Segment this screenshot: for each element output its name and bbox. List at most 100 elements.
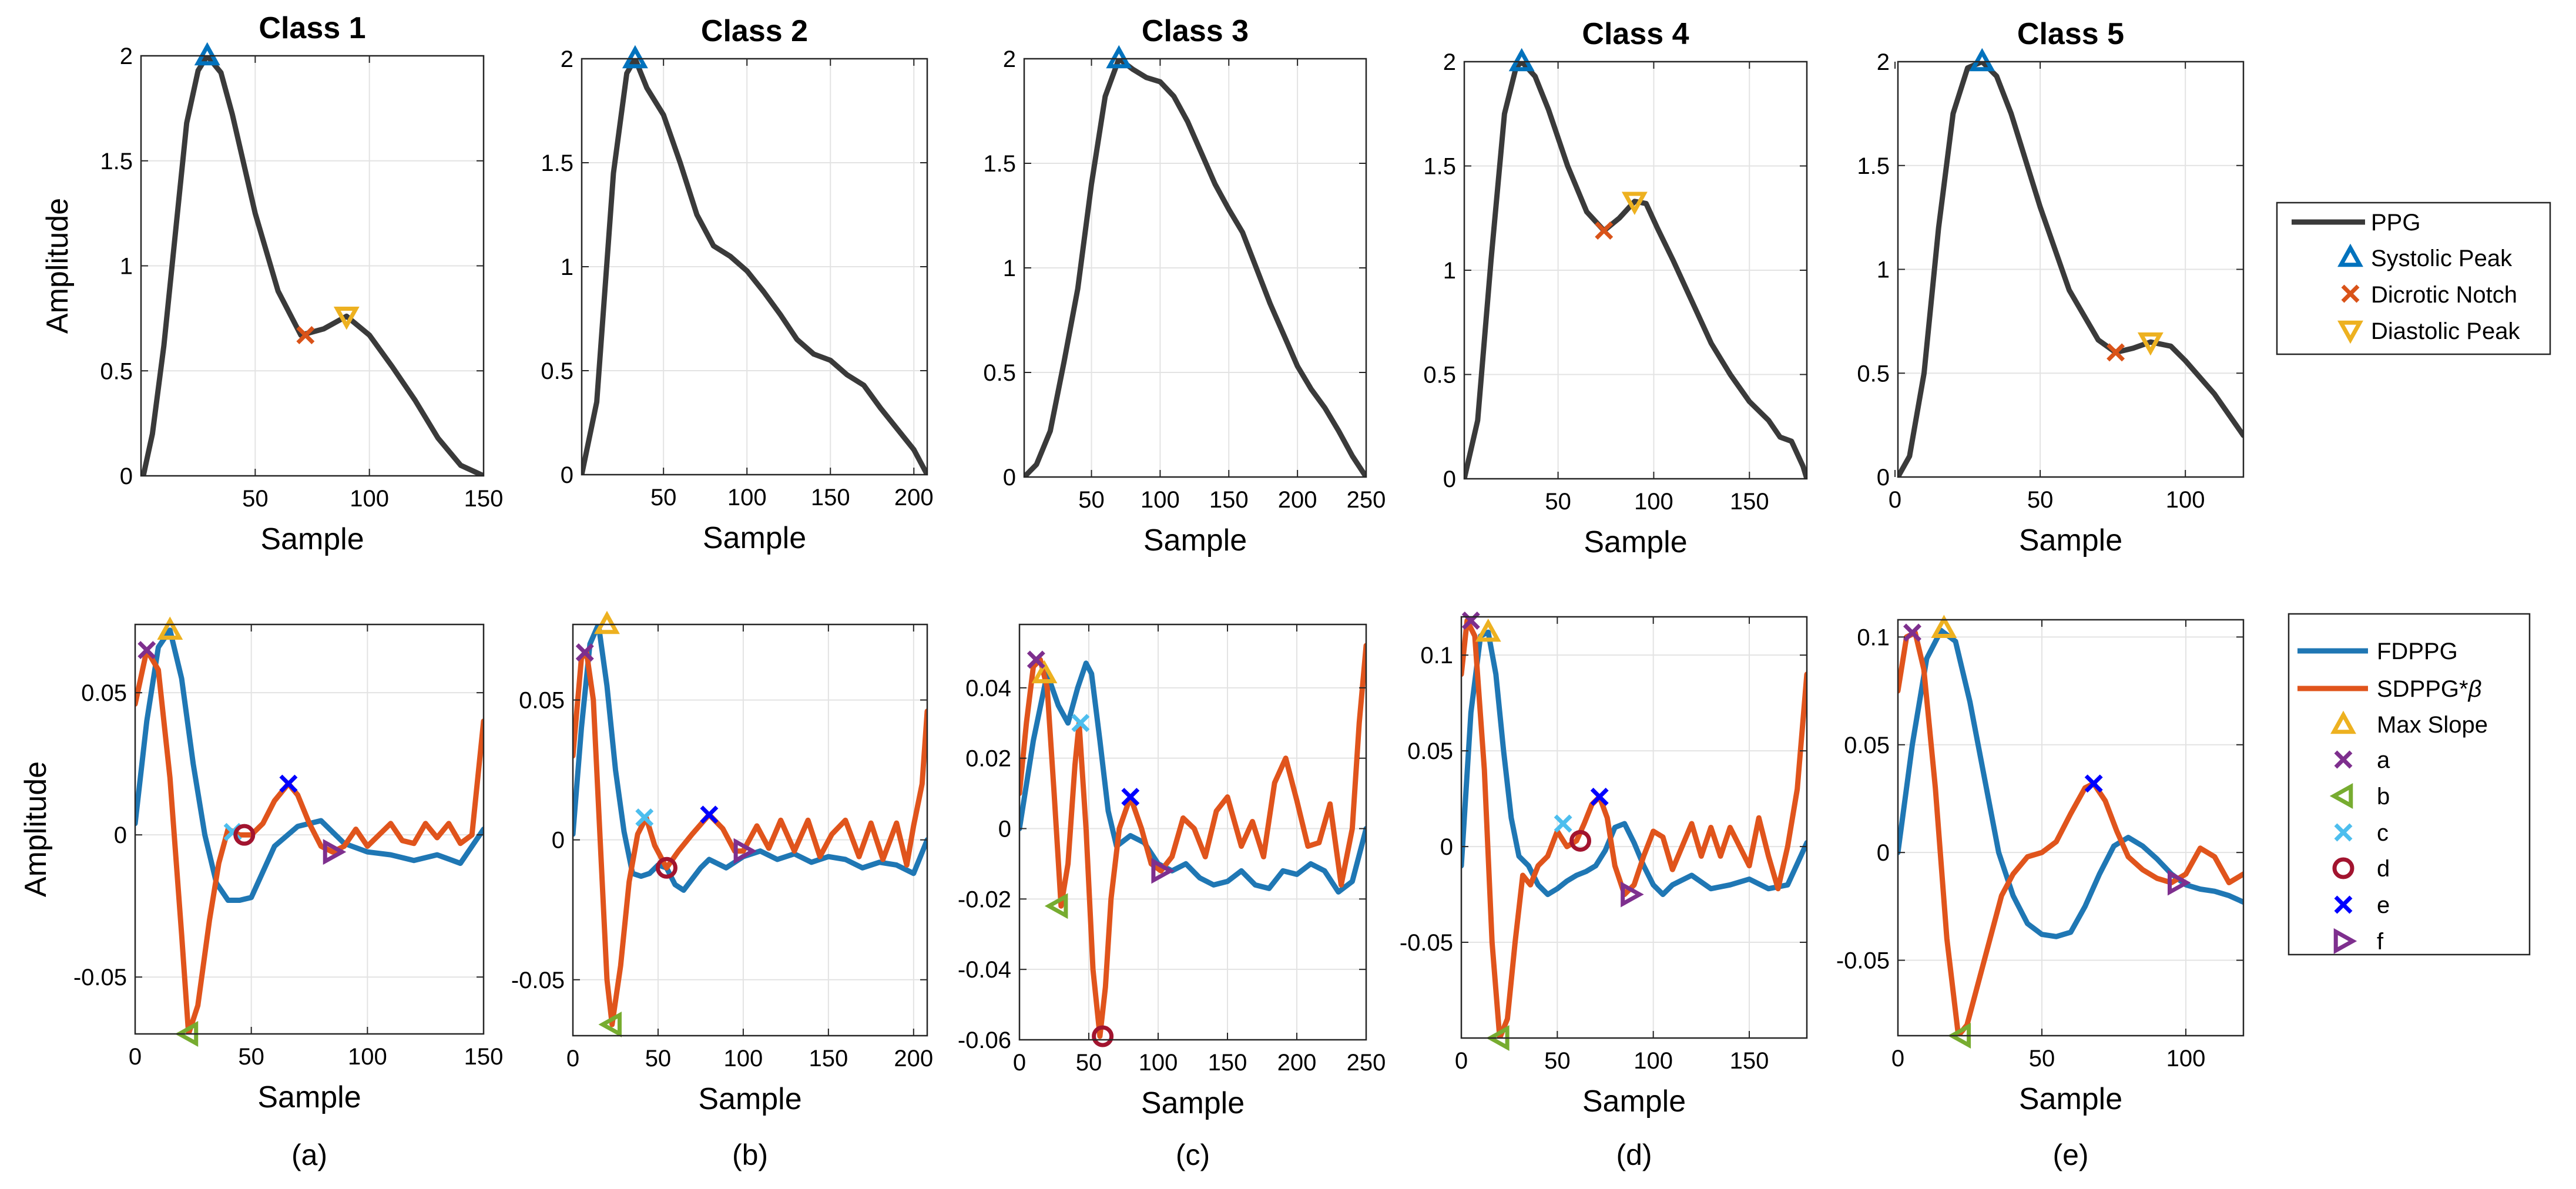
- y-tick-label: 1: [1443, 258, 1456, 284]
- marker-f: [2168, 869, 2191, 896]
- legend-frame: [2287, 613, 2531, 956]
- chart-panel-3: 50 100 150 200 250 0 0.5 1 1.5 2 Class 3 Sample: [983, 14, 1386, 557]
- panel-label: (d): [1616, 1138, 1652, 1171]
- y-tick-label: 0.5: [983, 360, 1016, 386]
- y-tick-label: 0.04: [965, 676, 1011, 701]
- y-tick-label: 0: [561, 462, 573, 488]
- marker-systolic: [1508, 48, 1535, 72]
- y-tick-label: 0: [1443, 466, 1456, 492]
- axes-frame: [1460, 616, 1808, 1039]
- fdppg-line: [1461, 629, 1807, 898]
- y-tick-label: 1: [561, 254, 573, 280]
- marker-maxslope: [1931, 614, 1957, 638]
- y-tick-label: 1: [1877, 257, 1890, 283]
- marker-a: [137, 641, 156, 660]
- legend-diastolic-label: Diastolic Peak: [2371, 318, 2520, 344]
- panel-label: (e): [2052, 1138, 2088, 1171]
- y-tick-label: 0.5: [1423, 362, 1456, 388]
- x-tick-label: 100: [727, 485, 767, 510]
- legend-c-label: c: [2377, 820, 2389, 846]
- y-tick-label: -0.05: [1400, 930, 1453, 956]
- axes-frame: [572, 623, 928, 1037]
- x-tick-label: 150: [464, 1044, 504, 1070]
- y-tick-label: -0.04: [958, 957, 1011, 983]
- fdppg-line: [135, 627, 484, 903]
- legend-frame: [2276, 201, 2551, 355]
- x-tick-label: 100: [2166, 487, 2205, 513]
- legend-maxslope-label: Max Slope: [2377, 712, 2488, 738]
- chart-panel-9: 0 50 100 150 -0.05 0 0.05 0.1 Sample (d): [1400, 612, 1808, 1171]
- y-tick-label: 0: [1877, 465, 1890, 491]
- marker-maxslope: [157, 616, 183, 640]
- y-tick-label: 0: [1440, 834, 1453, 860]
- sdppg-line: [1019, 643, 1366, 1039]
- chart-title: Class 2: [701, 14, 808, 48]
- marker-e: [700, 805, 719, 824]
- chart-panel-4: 50 100 150 0 0.5 1 1.5 2 Class 4 Sample: [1423, 17, 1808, 559]
- y-tick-label: 0.1: [1857, 624, 1890, 650]
- legend-a-marker: [2334, 750, 2353, 769]
- legend-sdppg-label: SDPPG*β: [2377, 676, 2481, 702]
- y-tick-label: 0: [120, 463, 133, 489]
- marker-d: [655, 857, 677, 879]
- fdppg-line: [573, 624, 927, 893]
- chart-panel-2: 50 100 150 200 0 0.5 1 1.5 2 Class 2 Sample: [541, 14, 933, 555]
- x-axis-label: Sample: [1141, 1086, 1245, 1120]
- chart-panel-7: 0 50 100 150 200 -0.05 0 0.05 Sample (b): [511, 610, 933, 1171]
- x-tick-label: 100: [1139, 1050, 1178, 1076]
- marker-systolic: [194, 42, 220, 66]
- marker-e: [279, 774, 298, 793]
- panel-label: (a): [291, 1138, 327, 1171]
- x-tick-label: 50: [242, 486, 269, 512]
- legend-a-label: a: [2377, 747, 2390, 773]
- axes-frame: [1018, 623, 1367, 1041]
- x-tick-label: 100: [1141, 487, 1180, 513]
- chart-panel-8: 0 50 100 150 200 250 -0.06 -0.04 -0.02 0 0.02 0.04 S…: [958, 623, 1386, 1171]
- ppg-line: [1024, 59, 1366, 477]
- marker-a: [1461, 612, 1480, 630]
- legend-d-marker: [2332, 857, 2354, 879]
- x-tick-label: 250: [1347, 487, 1386, 513]
- y-axis-label: Amplitude: [19, 761, 53, 897]
- axes-frame: [1897, 619, 2245, 1037]
- y-tick-label: 2: [120, 43, 133, 69]
- marker-maxslope: [594, 610, 620, 634]
- marker-notch: [1595, 221, 1614, 240]
- y-tick-label: 1.5: [1857, 153, 1890, 179]
- y-tick-label: 0.05: [519, 688, 565, 714]
- ppg-line: [582, 59, 927, 475]
- y-tick-label: 0.05: [1407, 738, 1453, 764]
- y-tick-label: 0.05: [1844, 733, 1890, 758]
- legend-fdppg-label: FDPPG: [2377, 639, 2458, 664]
- x-tick-label: 100: [350, 486, 389, 512]
- x-tick-label: 150: [1730, 1048, 1769, 1074]
- marker-c: [1071, 714, 1090, 733]
- x-tick-label: 50: [1076, 1050, 1102, 1076]
- legend-notch-marker: [2341, 284, 2360, 303]
- x-axis-label: Sample: [1584, 525, 1687, 559]
- x-tick-label: 100: [724, 1046, 763, 1072]
- x-tick-label: 200: [894, 485, 934, 510]
- x-tick-label: 0: [1889, 487, 1901, 513]
- marker-a: [1903, 623, 1921, 642]
- marker-f: [1151, 858, 1175, 884]
- legend-systolic-marker: [2337, 243, 2363, 267]
- x-axis-label: Sample: [257, 1080, 361, 1114]
- chart-title: Class 5: [2017, 17, 2124, 51]
- x-tick-label: 150: [809, 1046, 848, 1072]
- marker-f: [323, 839, 347, 865]
- x-tick-label: 150: [464, 486, 504, 512]
- y-tick-label: 2: [1003, 46, 1016, 72]
- marker-c: [1554, 814, 1572, 833]
- series-group: [1461, 618, 1807, 1038]
- axes-frame: [134, 623, 485, 1035]
- legend-sdppg-main: SDPPG*: [2377, 676, 2468, 702]
- legend-e-label: e: [2377, 892, 2390, 918]
- x-tick-label: 100: [1634, 1048, 1673, 1074]
- y-tick-label: -0.05: [73, 965, 127, 990]
- x-tick-label: 50: [2027, 487, 2054, 513]
- legend-f-marker: [2333, 928, 2357, 954]
- y-tick-label: 0: [114, 822, 127, 848]
- panel-label: (b): [732, 1138, 768, 1171]
